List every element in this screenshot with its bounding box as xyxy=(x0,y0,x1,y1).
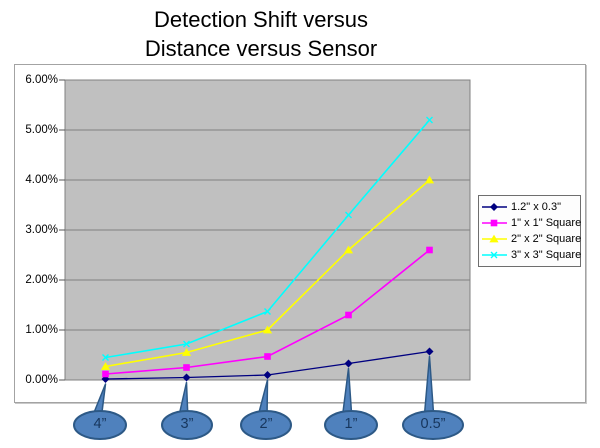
data-point-marker-diamond xyxy=(182,373,191,382)
data-point-marker-square xyxy=(183,364,190,371)
data-point-marker-x xyxy=(345,211,352,219)
y-axis-tick-label: 1.00% xyxy=(25,324,58,336)
data-point-marker-square xyxy=(490,219,498,227)
callout-balloon xyxy=(324,410,378,440)
callout-balloon xyxy=(73,410,127,440)
callout-label: 4” xyxy=(93,416,107,432)
callout-balloon xyxy=(240,410,292,440)
data-point-marker-triangle xyxy=(343,245,354,254)
callout-balloon xyxy=(161,410,213,440)
legend-swatch-diamond-icon xyxy=(482,203,507,211)
legend-swatch-triangle-icon xyxy=(482,234,507,243)
legend-swatch-x-icon xyxy=(482,251,507,259)
legend-item: 1.2" x 0.3" xyxy=(481,200,578,214)
legend-item-label: 1.2" x 0.3" xyxy=(511,201,562,213)
legend-item-label: 3" x 3" Square xyxy=(511,249,582,261)
callout-label: 2” xyxy=(259,416,273,432)
legend-item-label: 2" x 2" Square xyxy=(511,233,582,245)
y-axis-tick-label: 2.00% xyxy=(25,274,58,286)
data-point-marker-triangle xyxy=(489,234,499,243)
data-point-marker-x xyxy=(490,251,498,259)
data-point-marker-square xyxy=(426,246,433,254)
data-point-marker-square xyxy=(264,353,271,360)
y-axis-tick-label: 5.00% xyxy=(25,124,58,136)
y-axis-tick-label: 4.00% xyxy=(25,174,58,186)
legend-item: 3" x 3" Square xyxy=(481,248,582,262)
legend-item-label: 1" x 1" Square xyxy=(511,217,582,229)
callout-balloon xyxy=(402,410,464,440)
chart-title-line-2: Distance versus Sensor xyxy=(144,36,378,61)
data-point-marker-diamond xyxy=(263,371,272,379)
legend: 1.2" x 0.3" 1" x 1" Square 2" x 2" Square 3… xyxy=(478,195,581,267)
data-point-marker-triangle xyxy=(262,325,273,334)
y-axis-tick-label: 6.00% xyxy=(25,74,58,86)
legend-swatch-square-icon xyxy=(482,219,507,227)
data-point-marker-triangle xyxy=(181,348,192,356)
data-point-marker-x xyxy=(183,340,190,348)
callout-label: 3” xyxy=(180,416,194,432)
data-point-marker-square xyxy=(102,370,109,378)
chart-title-line-1: Detection Shift versus xyxy=(154,7,368,32)
data-point-marker-triangle xyxy=(100,362,111,370)
data-point-marker-x xyxy=(426,116,433,124)
data-point-marker-triangle xyxy=(424,175,435,184)
data-point-marker-square xyxy=(345,311,352,319)
legend-item: 1" x 1" Square xyxy=(481,216,582,230)
data-point-marker-x xyxy=(102,354,109,361)
callout-label: 1” xyxy=(344,416,358,432)
callout-label: 0.5” xyxy=(420,416,446,432)
y-axis-tick-label: 3.00% xyxy=(25,224,58,236)
legend-item: 2" x 2" Square xyxy=(481,232,582,246)
data-point-marker-diamond xyxy=(490,203,498,211)
data-point-marker-x xyxy=(264,308,271,315)
y-axis-tick-label: 0.00% xyxy=(25,374,58,386)
data-point-marker-diamond xyxy=(344,359,353,368)
chart-title: Detection Shift versus Distance versus S… xyxy=(0,5,522,63)
data-point-marker-diamond xyxy=(425,347,434,356)
